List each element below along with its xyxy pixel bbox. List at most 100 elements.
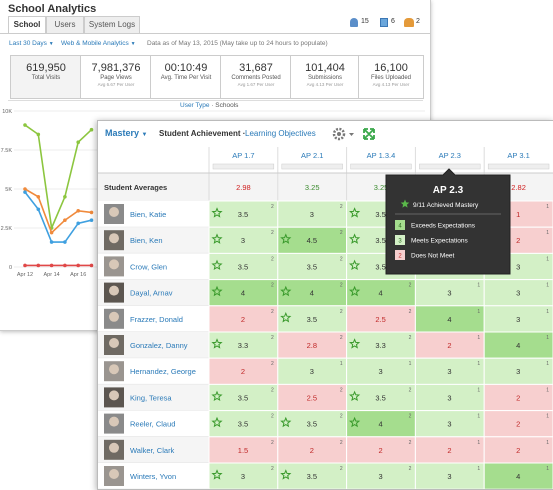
line-point — [63, 195, 67, 199]
score: 3.5 — [307, 472, 317, 481]
score: 3 — [379, 472, 383, 481]
student-name[interactable]: King, Teresa — [130, 393, 172, 402]
student-name[interactable]: Frazzer, Donald — [130, 315, 183, 324]
line-point — [49, 230, 54, 235]
score-cell — [414, 357, 485, 385]
tooltip-summary: 9/11 Achieved Mastery — [413, 202, 479, 209]
user-type-value: · Schools — [211, 102, 239, 109]
toolbar-icons — [332, 127, 375, 141]
attempt-count: 2 — [271, 387, 274, 393]
legend-count: 2 — [398, 254, 402, 260]
score-cell — [346, 357, 416, 385]
stat-value: 619,950 — [26, 62, 66, 74]
legend-swatch — [395, 235, 405, 245]
attempt-count: 2 — [340, 466, 343, 472]
line-point — [76, 263, 80, 268]
mastery-star — [211, 285, 223, 297]
score: 3 — [447, 472, 451, 481]
data-note: Data as of May 13, 2015 (May take up to … — [147, 40, 328, 47]
attempt-count: 1 — [546, 230, 549, 236]
objectives-link[interactable]: Learning Objectives — [245, 129, 316, 138]
score: 4 — [516, 472, 520, 481]
student-name[interactable]: Bien, Katie — [130, 210, 166, 219]
student-name[interactable]: Hernandez, George — [130, 367, 196, 376]
filter-dropdown[interactable]: Last 30 Days ▼ — [9, 40, 54, 47]
legend-swatch — [395, 220, 405, 230]
score-cell — [208, 357, 279, 385]
attempt-count: 2 — [340, 414, 343, 420]
student-name[interactable]: Walker, Clark — [130, 446, 175, 455]
score-cell — [277, 279, 348, 307]
badge-count: 15 — [361, 18, 369, 25]
line-point — [63, 263, 67, 268]
mastery-star — [211, 390, 223, 402]
filter-dropdown[interactable]: Web & Mobile Analytics ▼ — [61, 40, 136, 47]
student-name[interactable]: Dayal, Arnav — [130, 289, 173, 298]
attempt-count: 2 — [271, 361, 274, 367]
score: 3 — [516, 315, 520, 324]
tab[interactable]: Users — [46, 16, 84, 34]
score-cell — [208, 279, 279, 307]
user-type-label[interactable]: User Type — [180, 102, 210, 109]
score: 3 — [241, 472, 245, 481]
view-dropdown[interactable]: Mastery ▼ — [105, 128, 148, 138]
score: 3 — [447, 393, 451, 402]
attempt-count: 2 — [340, 230, 343, 236]
score: 2 — [516, 420, 520, 429]
student-name[interactable]: Gonzalez, Danny — [130, 341, 188, 350]
mastery-star — [349, 233, 361, 244]
mastery-star — [211, 416, 223, 428]
score: 3.5 — [375, 210, 385, 219]
expand-icon[interactable] — [363, 128, 375, 140]
attempt-count: 2 — [271, 256, 274, 262]
stat-value: 101,404 — [305, 62, 345, 74]
y-tick-label: 10K — [2, 109, 12, 115]
legend-count: 4 — [398, 224, 402, 230]
stat-sub: Avg 4.13 Per User — [306, 82, 344, 87]
score: 4 — [379, 289, 383, 298]
tab[interactable]: System Logs — [84, 16, 140, 34]
score: 3.5 — [307, 315, 317, 324]
attempt-count: 1 — [409, 361, 412, 367]
stat-label: Page Views — [100, 75, 132, 81]
score-cell — [483, 383, 553, 412]
mastery-star — [349, 207, 361, 218]
student-name[interactable]: Winters, Yvon — [130, 472, 176, 481]
score-cell — [208, 383, 279, 412]
tab-rule — [0, 33, 430, 34]
attempt-count: 2 — [340, 204, 343, 210]
tooltip-box — [385, 168, 511, 275]
mastery-star — [211, 259, 223, 271]
tab[interactable]: School — [8, 16, 46, 34]
attempt-count: 1 — [546, 466, 549, 472]
gear-icon[interactable] — [332, 127, 346, 141]
score: 3 — [310, 367, 314, 376]
filter-label: Web & Mobile Analytics — [61, 40, 129, 47]
stat-card: 00:10:49 Avg. Time Per Visit — [150, 55, 222, 99]
tooltip-title: AP 2.3 — [433, 185, 464, 196]
column-header: AP 1.7 — [232, 151, 254, 160]
score: 3 — [516, 289, 520, 298]
score: 2 — [310, 446, 314, 455]
line-point — [89, 263, 94, 268]
avatar-face — [109, 207, 119, 217]
score: 3 — [310, 210, 314, 219]
column-header: AP 3.1 — [507, 151, 529, 160]
score-cell — [483, 357, 553, 385]
student-name[interactable]: Bien, Ken — [130, 236, 163, 245]
stat-sub: Avg 6.67 Per User — [97, 82, 135, 87]
attempt-count: 1 — [477, 440, 480, 446]
score: 3.5 — [238, 420, 248, 429]
score: 2 — [241, 367, 245, 376]
stat-value: 7,981,376 — [91, 62, 141, 74]
score: 2.5 — [375, 315, 385, 324]
student-name[interactable]: Crow, Glen — [130, 262, 167, 271]
mastery-star — [349, 338, 361, 349]
column-progress — [419, 163, 481, 170]
student-name[interactable]: Reeler, Claud — [130, 420, 175, 429]
attempt-count: 1 — [546, 256, 549, 262]
attempt-count: 2 — [409, 283, 412, 289]
attempt-count: 1 — [546, 440, 549, 446]
score: 3.5 — [307, 262, 317, 271]
